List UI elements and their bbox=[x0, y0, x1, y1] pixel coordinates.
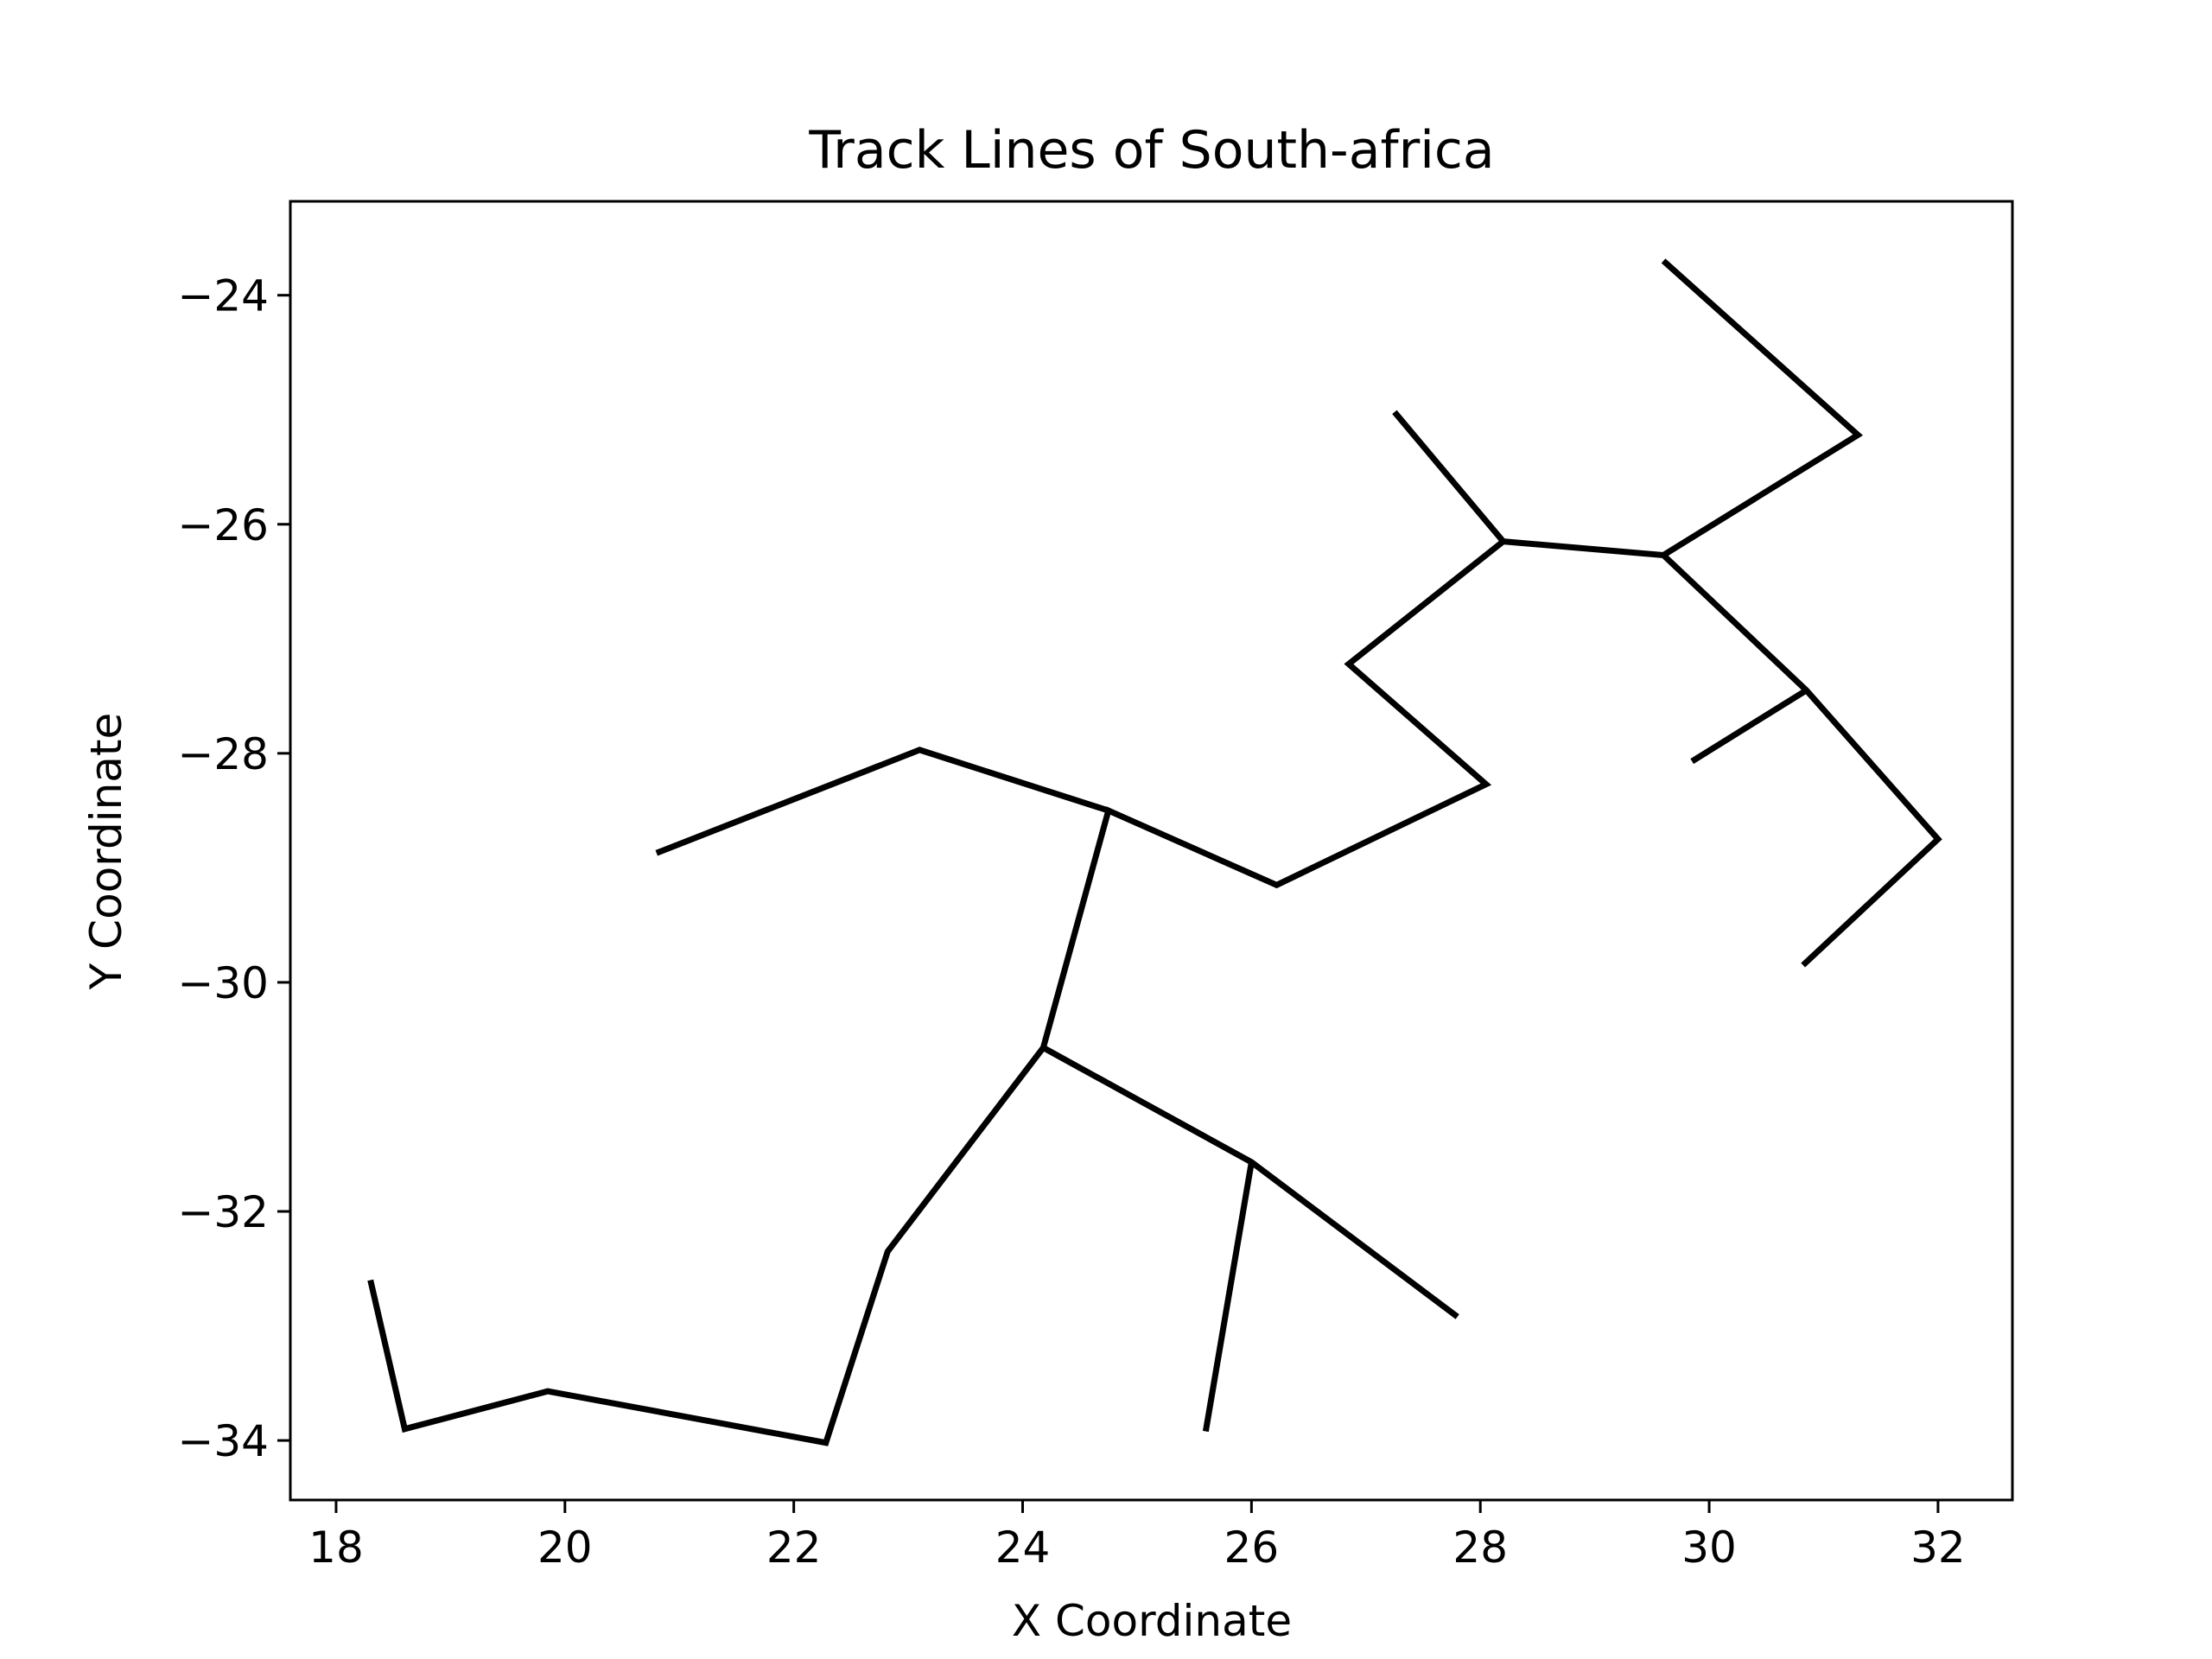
plot-frame bbox=[289, 200, 2014, 1502]
track-line-2 bbox=[655, 747, 1109, 856]
x-tick-label: 26 bbox=[1224, 1522, 1280, 1573]
y-tick-label: −26 bbox=[177, 500, 269, 550]
plot-area bbox=[367, 258, 1942, 1446]
y-tick-label: −32 bbox=[177, 1187, 269, 1237]
y-tick-label: −34 bbox=[177, 1416, 269, 1466]
x-tick-label: 30 bbox=[1681, 1522, 1737, 1573]
chart-title: Track Lines of South-africa bbox=[808, 120, 1494, 181]
x-axis-label: X Coordinate bbox=[1012, 1596, 1292, 1646]
x-tick-label: 20 bbox=[537, 1522, 593, 1573]
y-tick-label: −28 bbox=[177, 729, 269, 779]
y-tick-label: −24 bbox=[177, 271, 269, 321]
x-tick-label: 22 bbox=[766, 1522, 822, 1573]
track-line-1 bbox=[367, 537, 1942, 1446]
x-tick-label: 24 bbox=[995, 1522, 1051, 1573]
y-axis: −24 −26 −28 −30 −32 −34 bbox=[177, 271, 290, 1466]
x-tick-label: 18 bbox=[308, 1522, 364, 1573]
track-line-5 bbox=[1392, 410, 1506, 543]
track-line-7 bbox=[1690, 687, 1808, 765]
x-tick-label: 28 bbox=[1452, 1522, 1508, 1573]
y-tick-label: −30 bbox=[177, 958, 269, 1008]
track-line-4 bbox=[1202, 1161, 1255, 1433]
x-tick-label: 32 bbox=[1910, 1522, 1966, 1573]
y-axis-label: Y Coordinate bbox=[81, 713, 131, 991]
x-axis: 18 20 22 24 26 28 30 32 bbox=[308, 1500, 1966, 1573]
track-line-6 bbox=[1661, 258, 1864, 558]
